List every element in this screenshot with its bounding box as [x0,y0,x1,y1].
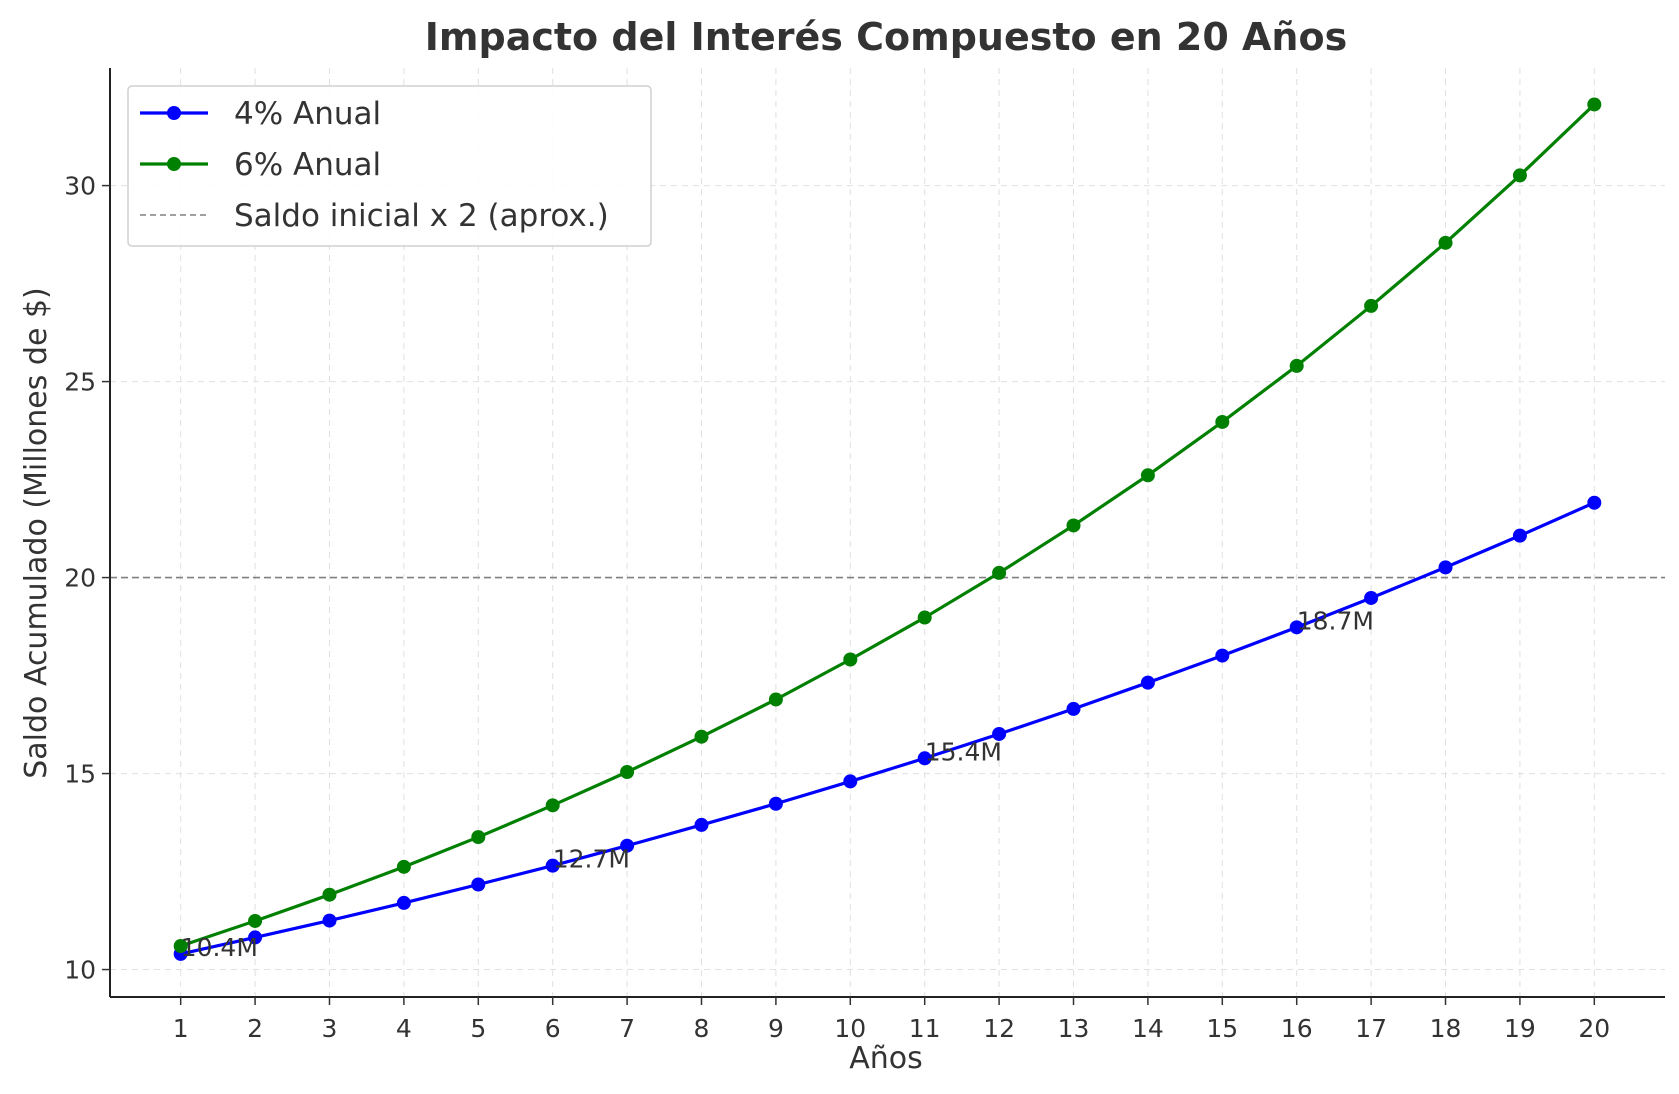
x-tick-label: 14 [1132,1014,1164,1043]
x-tick-label: 18 [1430,1014,1462,1043]
data-point [843,652,858,667]
x-tick-label: 8 [694,1014,710,1043]
y-tick-label: 20 [64,564,96,593]
data-point [1215,648,1230,663]
data-point [1512,528,1527,543]
legend-box [127,85,652,247]
data-point [917,751,932,766]
x-tick-label: 11 [909,1014,941,1043]
data-point [694,729,709,744]
data-point [1364,590,1379,605]
data-point [1140,675,1155,690]
data-label: 18.7M [1297,606,1374,635]
series-group [173,97,1602,961]
y-tick-label: 30 [64,172,96,201]
data-point [545,858,560,873]
tick-labels: 1 2 3 4 5 6 7 8 9 10 11 12 13 14 15 16 17 18 19 20101520253… [64,172,1610,1043]
x-tick-label: 1 [173,1014,189,1043]
x-tick-label: 13 [1058,1014,1090,1043]
x-tick-label: 9 [768,1014,784,1043]
series-line-six-percent [180,103,1596,948]
x-tick-label: 2 [247,1014,263,1043]
data-label: 12.7M [553,845,630,874]
data-label: 10.4M [181,933,258,962]
x-tick-label: 17 [1355,1014,1387,1043]
data-point [248,913,263,928]
x-axis-label: Años [849,1041,923,1076]
x-tick-label: 15 [1206,1014,1238,1043]
data-point [1438,235,1453,250]
chart-title: Impacto del Interés Compuesto en 20 Años [425,15,1347,59]
y-tick-label: 10 [64,956,96,985]
data-point [471,877,486,892]
legend-entry-six-percent-marker [167,157,181,171]
x-tick-label: 5 [470,1014,486,1043]
x-tick-label: 12 [983,1014,1015,1043]
y-tick-label: 25 [64,368,96,397]
data-point [545,798,560,813]
data-point [1364,298,1379,313]
data-point [471,830,486,845]
data-point [768,692,783,707]
data-point [1587,97,1602,112]
data-point [1438,560,1453,575]
legend-entry-reference-label: Saldo inicial x 2 (aprox.) [234,198,609,234]
data-point [1140,468,1155,483]
data-point [1512,168,1527,183]
data-point [396,895,411,910]
axes [109,68,1665,998]
y-tick-label: 15 [64,760,96,789]
y-axis-label: Saldo Acumulado (Millones de $) [19,287,54,779]
legend-entry-four-percent-marker [167,106,181,120]
data-point [992,565,1007,580]
x-tick-label: 10 [834,1014,866,1043]
data-point [1587,495,1602,510]
x-tick-label: 3 [322,1014,338,1043]
data-point [1289,358,1304,373]
legend-entry-four-percent-label: 4% Anual [234,96,381,132]
data-point [694,817,709,832]
data-point [1066,518,1081,533]
annotations-group: 10.4M 12.7M 15.4M 18.7M [181,606,1374,962]
x-tick-label: 7 [619,1014,635,1043]
legend-entry-six-percent-label: 6% Anual [234,147,381,183]
data-point [1215,414,1230,429]
data-point [620,765,635,780]
data-point [396,859,411,874]
data-point [843,774,858,789]
data-point [768,796,783,811]
data-point [1066,701,1081,716]
x-tick-label: 19 [1504,1014,1536,1043]
legend: 4% Anual 6% Anual Saldo inicial x 2 (aprox… [127,85,652,247]
data-point [917,610,932,625]
data-point [248,930,263,945]
x-tick-label: 4 [396,1014,412,1043]
data-point [620,838,635,853]
x-tick-label: 20 [1578,1014,1610,1043]
data-point [173,939,188,954]
data-point [1289,620,1304,635]
data-point [322,887,337,902]
x-tick-label: 6 [545,1014,561,1043]
data-point [992,726,1007,741]
series-line-four-percent [180,501,1595,956]
x-tick-label: 16 [1281,1014,1313,1043]
data-label: 15.4M [925,737,1002,766]
data-point [322,913,337,928]
